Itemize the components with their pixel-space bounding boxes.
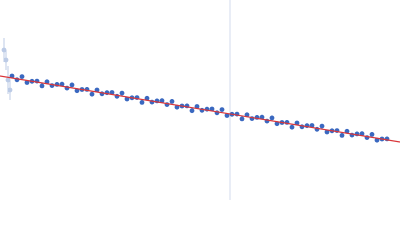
data-point (119, 90, 125, 96)
data-point (1, 47, 7, 53)
data-point (169, 99, 175, 104)
data-point (259, 114, 265, 120)
data-point (189, 108, 195, 114)
data-point (369, 132, 375, 137)
data-point (69, 82, 75, 88)
data-point (39, 83, 45, 89)
data-point (239, 116, 245, 122)
data-point (159, 98, 165, 104)
data-point (324, 129, 330, 135)
data-point (24, 80, 30, 85)
data-point (219, 107, 225, 112)
data-point (124, 96, 130, 102)
data-point (7, 87, 13, 93)
chart (0, 0, 400, 200)
data-point (139, 100, 145, 105)
data-point (319, 123, 325, 129)
fit-line (0, 75, 400, 143)
data-point (289, 124, 295, 130)
data-point (339, 133, 345, 138)
data-point (59, 81, 65, 87)
data-point (5, 77, 11, 83)
data-point (89, 91, 95, 97)
data-point (359, 131, 365, 137)
data-point (269, 115, 275, 121)
data-point (19, 74, 25, 79)
data-point (224, 113, 230, 118)
data-point (3, 57, 9, 63)
